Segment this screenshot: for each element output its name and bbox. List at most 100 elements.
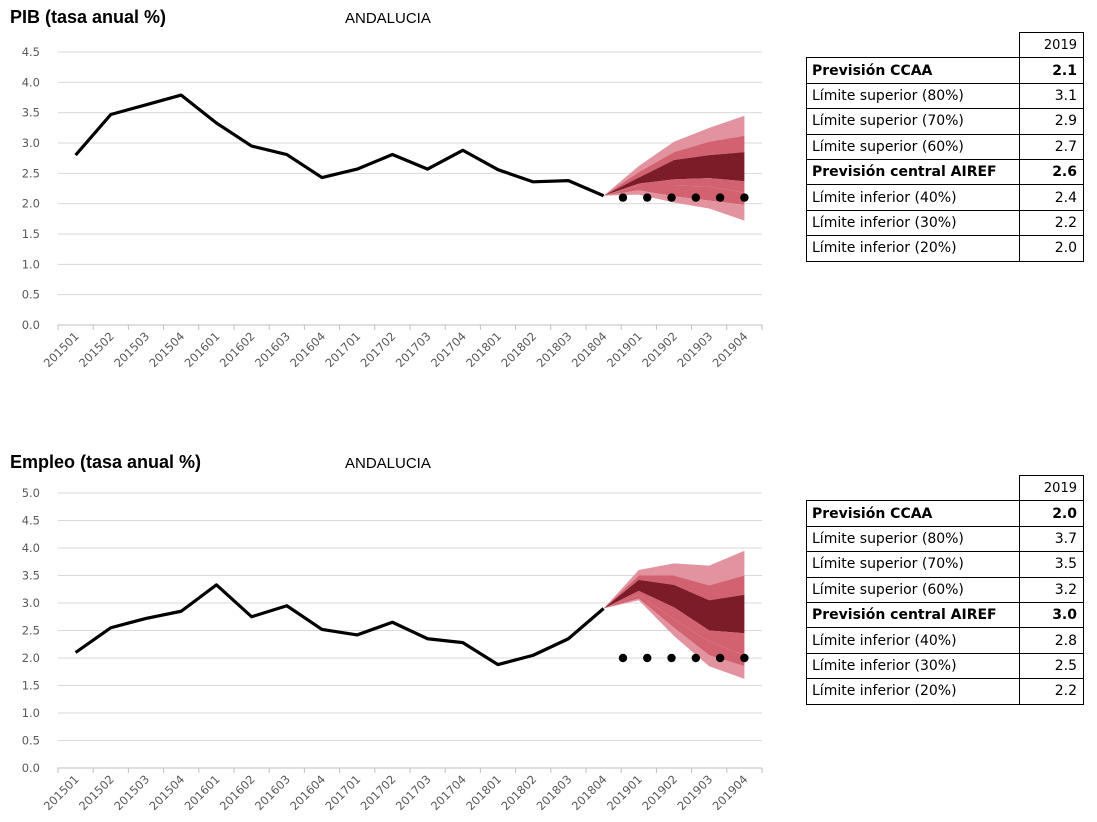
y-tick-label: 0.0	[22, 761, 40, 775]
ccaa-forecast-point	[618, 653, 628, 663]
table-row: Límite superior (80%) 3.1	[806, 82, 1084, 110]
x-tick-label: 201604	[287, 329, 328, 370]
y-tick-label: 3.0	[22, 596, 40, 610]
x-tick-label: 201502	[76, 772, 117, 813]
x-tick-label: 201903	[674, 772, 715, 813]
table-header-blank	[806, 475, 1020, 502]
x-tick-label: 201901	[604, 329, 645, 370]
fan-band-lower-40	[603, 178, 745, 196]
row-value: 2.2	[1019, 678, 1084, 705]
row-label: Límite inferior (20%)	[806, 235, 1020, 262]
row-value: 3.7	[1019, 525, 1084, 553]
y-tick-label: 3.5	[22, 569, 40, 583]
ccaa-forecast-point	[691, 653, 701, 663]
x-tick-label: 201803	[534, 329, 575, 370]
row-value: 2.1	[1019, 57, 1084, 84]
table-row: Límite superior (70%) 2.9	[806, 108, 1084, 135]
row-label: Previsión CCAA	[806, 57, 1020, 84]
row-label: Previsión central AIREF	[806, 158, 1020, 186]
row-value: 2.8	[1019, 627, 1084, 654]
y-tick-label: 1.0	[22, 706, 40, 720]
fan-band-lower-40	[603, 590, 745, 656]
row-label: Límite inferior (30%)	[806, 652, 1020, 680]
y-tick-label: 1.0	[22, 257, 40, 271]
empleo-forecast-table: 2019 Previsión CCAA 2.0 Límite superior (80…	[806, 474, 1084, 705]
table-row: Límite superior (60%) 3.2	[806, 576, 1084, 603]
row-label: Previsión central AIREF	[806, 601, 1020, 629]
x-tick-label: 201902	[639, 772, 680, 813]
x-tick-label: 201804	[569, 772, 610, 813]
ccaa-forecast-point	[715, 653, 725, 663]
x-tick-label: 201604	[287, 772, 328, 813]
fan-band-upper-60	[603, 152, 745, 196]
row-value: 3.1	[1019, 82, 1084, 110]
pib-panel: PIB (tasa anual %) ANDALUCIA 0.0 0.5 1.0 1.…	[0, 0, 1097, 410]
table-row: Límite inferior (40%) 2.4	[806, 184, 1084, 211]
y-tick-label: 0.5	[22, 288, 40, 302]
fan-band-upper-80	[603, 115, 745, 196]
row-value: 2.2	[1019, 209, 1084, 237]
ccaa-forecast-point	[643, 653, 652, 663]
ccaa-forecast-point	[740, 653, 749, 663]
x-tick-label: 201602	[217, 772, 258, 813]
empleo-chart: 0.00.51.01.52.02.53.03.54.04.55.02015012…	[22, 486, 763, 813]
y-tick-label: 0.0	[22, 318, 40, 332]
pib-chart: 0.00.51.01.52.02.53.03.54.04.52015012015…	[22, 45, 763, 370]
ccaa-forecast-point	[691, 193, 701, 202]
x-tick-label: 201901	[604, 772, 645, 813]
y-tick-label: 3.5	[22, 106, 40, 120]
x-tick-label: 201701	[322, 772, 363, 813]
y-tick-label: 2.0	[22, 197, 40, 211]
x-tick-label: 201501	[41, 329, 82, 370]
x-tick-label: 201801	[463, 772, 504, 813]
x-tick-label: 201503	[111, 329, 152, 370]
y-tick-label: 4.5	[22, 514, 40, 528]
pib-forecast-table: 2019 Previsión CCAA 2.1 Límite superior (80…	[806, 31, 1084, 262]
x-tick-label: 201801	[463, 329, 504, 370]
y-tick-label: 5.0	[22, 486, 40, 500]
x-tick-label: 201603	[252, 329, 293, 370]
row-label: Límite superior (70%)	[806, 551, 1020, 578]
chart-region-label: ANDALUCIA	[345, 455, 431, 472]
row-value: 2.7	[1019, 133, 1084, 160]
chart-title: Empleo (tasa anual %)	[10, 452, 202, 472]
y-tick-label: 1.5	[22, 679, 40, 693]
table-row: Límite inferior (20%) 2.0	[806, 235, 1084, 262]
ccaa-forecast-point	[740, 193, 749, 202]
y-tick-label: 1.5	[22, 227, 40, 241]
x-tick-label: 201804	[569, 329, 610, 370]
ccaa-forecast-point	[667, 653, 676, 663]
table-row: Límite inferior (30%) 2.2	[806, 209, 1084, 237]
fan-band-lower-20	[603, 598, 745, 679]
x-tick-label: 201703	[393, 329, 434, 370]
table-row: Previsión central AIREF 2.6	[806, 158, 1084, 186]
y-tick-label: 2.5	[22, 166, 40, 180]
table-header-row: 2019	[806, 474, 1084, 502]
historical-line	[74, 583, 605, 667]
row-label: Límite inferior (40%)	[806, 184, 1020, 211]
table-year-header: 2019	[1019, 474, 1084, 502]
x-tick-label: 201504	[146, 329, 187, 370]
table-header-row: 2019	[806, 31, 1084, 59]
y-tick-label: 2.5	[22, 624, 40, 638]
empleo-panel: Empleo (tasa anual %) ANDALUCIA 0.0 0.5 1.…	[0, 445, 1097, 822]
x-tick-label: 201904	[710, 772, 751, 813]
row-value: 2.4	[1019, 184, 1084, 211]
row-value: 2.0	[1019, 235, 1084, 262]
table-row: Límite inferior (20%) 2.2	[806, 678, 1084, 705]
x-tick-label: 201504	[146, 772, 187, 813]
row-label: Límite inferior (20%)	[806, 678, 1020, 705]
row-label: Límite superior (70%)	[806, 108, 1020, 135]
table-row: Previsión central AIREF 3.0	[806, 601, 1084, 629]
x-tick-label: 201601	[182, 329, 223, 370]
row-value: 3.0	[1019, 601, 1084, 629]
row-label: Límite superior (60%)	[806, 133, 1020, 160]
chart-title: PIB (tasa anual %)	[10, 7, 167, 27]
table-header-blank	[806, 32, 1020, 59]
x-tick-label: 201502	[76, 329, 117, 370]
chart-region-label: ANDALUCIA	[345, 10, 431, 27]
row-value: 3.2	[1019, 576, 1084, 603]
table-row: Límite superior (80%) 3.7	[806, 525, 1084, 553]
row-label: Límite inferior (30%)	[806, 209, 1020, 237]
x-tick-label: 201702	[358, 772, 399, 813]
